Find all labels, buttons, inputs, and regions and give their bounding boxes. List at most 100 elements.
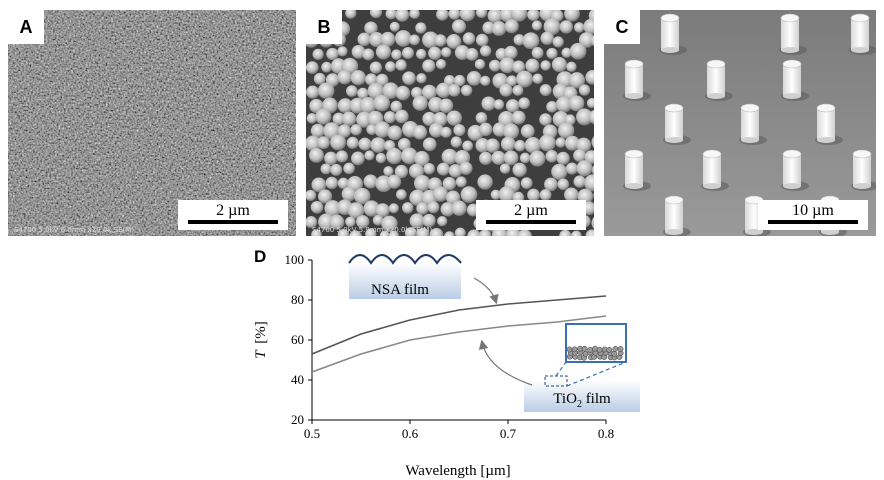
- nanosphere: [412, 95, 428, 111]
- nanosphere: [539, 113, 552, 126]
- nanosphere: [568, 95, 585, 112]
- nanosphere: [345, 10, 357, 19]
- nanosphere: [379, 230, 390, 236]
- nanosphere: [453, 124, 466, 137]
- nanosphere: [448, 164, 463, 178]
- nanosphere: [317, 136, 330, 150]
- nanosphere: [394, 30, 412, 47]
- nanosphere: [315, 108, 332, 125]
- nanosphere: [557, 122, 575, 139]
- nanosphere: [329, 214, 345, 230]
- sem-caption-a: S4700 5.0kV 6.0mm x20.0k SE(M): [14, 226, 135, 234]
- panel-letter-c: C: [604, 10, 640, 44]
- tio2-film-inset: TiO2 film: [478, 323, 640, 412]
- nanosphere: [409, 189, 426, 206]
- nanosphere: [491, 21, 507, 36]
- nanosphere: [481, 96, 496, 111]
- micro-pillar: [779, 13, 807, 55]
- nsa-bumps: [348, 254, 462, 265]
- nanosphere: [506, 75, 518, 87]
- nanosphere: [578, 32, 594, 48]
- nanosphere: [409, 10, 420, 19]
- nanosphere: [409, 34, 420, 46]
- x-tick-label: 0.6: [402, 426, 419, 441]
- micro-pillar: [623, 149, 651, 191]
- y-axis-label: T [%]: [253, 321, 269, 359]
- nanosphere: [524, 137, 542, 154]
- nanosphere: [504, 45, 518, 60]
- nanosphere: [531, 46, 544, 59]
- nanosphere: [512, 162, 527, 178]
- nanosphere: [511, 110, 526, 125]
- nanosphere: [387, 125, 403, 141]
- nanosphere: [436, 10, 449, 21]
- nanosphere: [416, 202, 429, 215]
- nsa-arrow: [473, 277, 499, 305]
- nanosphere: [357, 87, 369, 100]
- nanosphere: [491, 150, 506, 165]
- nanosphere: [459, 161, 473, 175]
- nanosphere: [448, 10, 461, 20]
- nanosphere: [395, 10, 410, 22]
- nanosphere: [395, 59, 407, 71]
- nanosphere: [438, 98, 454, 113]
- x-tick-label: 0.5: [304, 426, 320, 441]
- nanosphere: [455, 176, 467, 188]
- nanosphere: [337, 177, 350, 190]
- nanosphere: [435, 58, 447, 70]
- nanosphere: [385, 61, 396, 72]
- nanosphere: [546, 47, 558, 60]
- micro-pillar: [705, 59, 733, 101]
- nanosphere: [500, 136, 516, 152]
- nanosphere: [416, 73, 427, 84]
- nanosphere: [475, 112, 488, 124]
- scale-bar-c: 10 µm: [758, 200, 868, 230]
- nanosphere: [585, 70, 594, 85]
- nanosphere: [385, 10, 397, 20]
- nanosphere: [381, 215, 398, 232]
- nanosphere: [441, 148, 458, 165]
- micro-pillar: [781, 149, 809, 191]
- nanosphere: [527, 10, 540, 21]
- nanosphere: [422, 31, 439, 49]
- nanosphere: [488, 59, 501, 72]
- nanosphere: [394, 164, 409, 179]
- nanosphere: [590, 35, 594, 47]
- nanosphere: [576, 108, 593, 126]
- nanosphere: [531, 20, 543, 31]
- nanosphere: [383, 111, 396, 124]
- nanosphere: [306, 216, 318, 229]
- nanosphere: [337, 124, 352, 138]
- nanosphere: [477, 174, 493, 190]
- nanosphere: [370, 137, 387, 153]
- nanosphere: [401, 147, 418, 165]
- nanosphere: [311, 177, 327, 193]
- nanosphere: [498, 186, 516, 203]
- nsa-film-label: NSA film: [371, 282, 429, 298]
- nanosphere: [475, 33, 489, 47]
- nanosphere: [584, 174, 594, 192]
- nanosphere: [466, 71, 482, 86]
- scale-bar-b: 2 µm: [476, 200, 586, 230]
- nanosphere: [372, 214, 384, 226]
- y-axis-label-unit: [%]: [253, 321, 269, 344]
- nanosphere: [568, 72, 586, 89]
- nanosphere: [538, 134, 556, 152]
- series-line-1: [311, 295, 607, 355]
- nanosphere: [460, 84, 473, 97]
- nanosphere: [586, 97, 594, 109]
- tio2-film-label: TiO2 film: [553, 391, 611, 410]
- y-tick-label: 60: [291, 332, 304, 347]
- nanosphere: [374, 121, 391, 138]
- y-axis-label-symbol: T: [253, 349, 269, 359]
- nanosphere: [356, 215, 370, 229]
- nanosphere: [440, 126, 452, 138]
- nanosphere: [409, 213, 425, 229]
- pillar-array-texture: [604, 10, 876, 236]
- nanosphere: [388, 230, 400, 236]
- nanosphere: [363, 174, 378, 189]
- nanosphere: [482, 21, 495, 35]
- nanosphere: [559, 229, 572, 236]
- nanosphere: [337, 229, 350, 236]
- nanosphere: [512, 85, 524, 96]
